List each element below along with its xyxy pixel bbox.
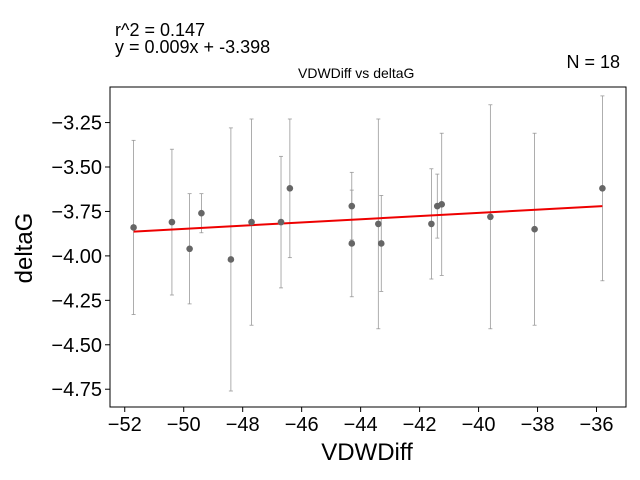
- x-axis: −52 −50 −48 −46 −44 −42 −40 −38 −36: [108, 407, 614, 436]
- data-point: [599, 185, 606, 192]
- data-point: [487, 213, 494, 221]
- data-point: [227, 256, 235, 263]
- x-tick-label: −42: [403, 414, 437, 436]
- x-tick-label: −40: [462, 414, 496, 436]
- y-tick-label: −4.00: [51, 246, 102, 268]
- y-axis: −3.25 −3.50 −3.75 −4.00 −4.25 −4.50 −4.75: [51, 113, 110, 401]
- data-point: [438, 201, 446, 208]
- data-point: [186, 245, 193, 253]
- y-tick-label: −3.75: [51, 201, 102, 223]
- sample-count-label: N = 18: [566, 52, 620, 72]
- y-tick-label: −4.75: [51, 379, 102, 401]
- data-point: [377, 240, 385, 247]
- x-tick-label: −38: [521, 414, 555, 436]
- data-point: [531, 225, 538, 233]
- data-point: [248, 218, 255, 226]
- data-point: [286, 185, 294, 192]
- data-point: [168, 218, 176, 226]
- x-axis-label: VDWDiff: [321, 439, 413, 466]
- fit-equation-label: y = 0.009x + -3.398: [115, 37, 271, 57]
- y-tick-label: −4.50: [51, 335, 102, 357]
- error-bars: [131, 95, 605, 392]
- y-tick-label: −4.25: [51, 290, 102, 312]
- data-point: [375, 220, 382, 228]
- data-point: [130, 224, 137, 231]
- data-point: [428, 220, 435, 228]
- plot-frame: [109, 86, 627, 408]
- x-tick-label: −50: [167, 414, 201, 436]
- x-tick-label: −36: [580, 414, 614, 436]
- y-tick-label: −3.25: [51, 113, 102, 135]
- data-point: [277, 218, 285, 226]
- data-points: [130, 185, 606, 263]
- x-tick-label: −48: [226, 414, 260, 436]
- y-axis-label: deltaG: [11, 213, 38, 284]
- data-point: [198, 209, 205, 217]
- data-point: [348, 240, 356, 247]
- r-squared-label: r^2 = 0.147: [115, 20, 206, 40]
- x-tick-label: −44: [344, 414, 378, 436]
- x-tick-label: −46: [285, 414, 319, 436]
- data-point: [348, 202, 356, 210]
- x-tick-label: −52: [108, 414, 142, 436]
- chart-title: VDWDiff vs deltaG: [298, 65, 415, 81]
- y-tick-label: −3.50: [51, 157, 102, 179]
- fit-line-group: [133, 205, 603, 233]
- fit-line: [133, 205, 603, 233]
